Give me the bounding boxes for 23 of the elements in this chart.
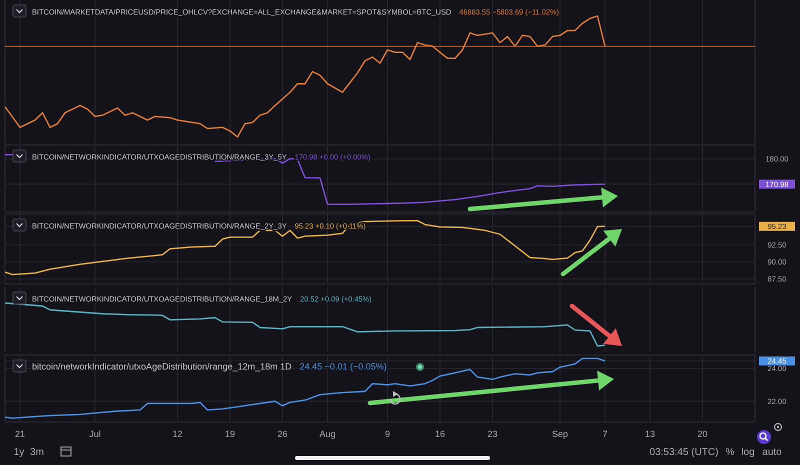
text: 1y xyxy=(14,447,24,458)
text: 3m xyxy=(30,447,44,458)
text: auto xyxy=(762,447,782,458)
x-tick-label: Jul xyxy=(89,429,101,439)
x-tick-label: 12 xyxy=(172,429,183,439)
x-tick-label: 13 xyxy=(644,429,656,439)
x-tick-label: 7 xyxy=(602,429,608,439)
text: bitcoin/networkIndicator/utxoAgeDistribution/range_12m_18m 1D xyxy=(32,362,292,372)
line-series xyxy=(4,358,606,419)
text: % xyxy=(726,447,735,458)
text: 24.45 −0.01 (−0.05%) xyxy=(300,362,387,372)
x-tick-label: 9 xyxy=(384,429,390,439)
line-series xyxy=(4,220,606,276)
x-tick-label: 26 xyxy=(277,429,288,439)
text: log xyxy=(741,447,755,458)
x-tick-label: 16 xyxy=(434,429,446,439)
text: 03:53:45 (UTC) xyxy=(650,447,718,458)
x-tick-label: 20 xyxy=(697,429,708,439)
x-tick-label: 23 xyxy=(487,429,498,439)
x-tick-label: Aug xyxy=(319,429,336,439)
x-tick-label: 21 xyxy=(14,429,26,439)
x-tick-label: 19 xyxy=(224,429,236,439)
x-tick-label: Sep xyxy=(552,429,568,439)
